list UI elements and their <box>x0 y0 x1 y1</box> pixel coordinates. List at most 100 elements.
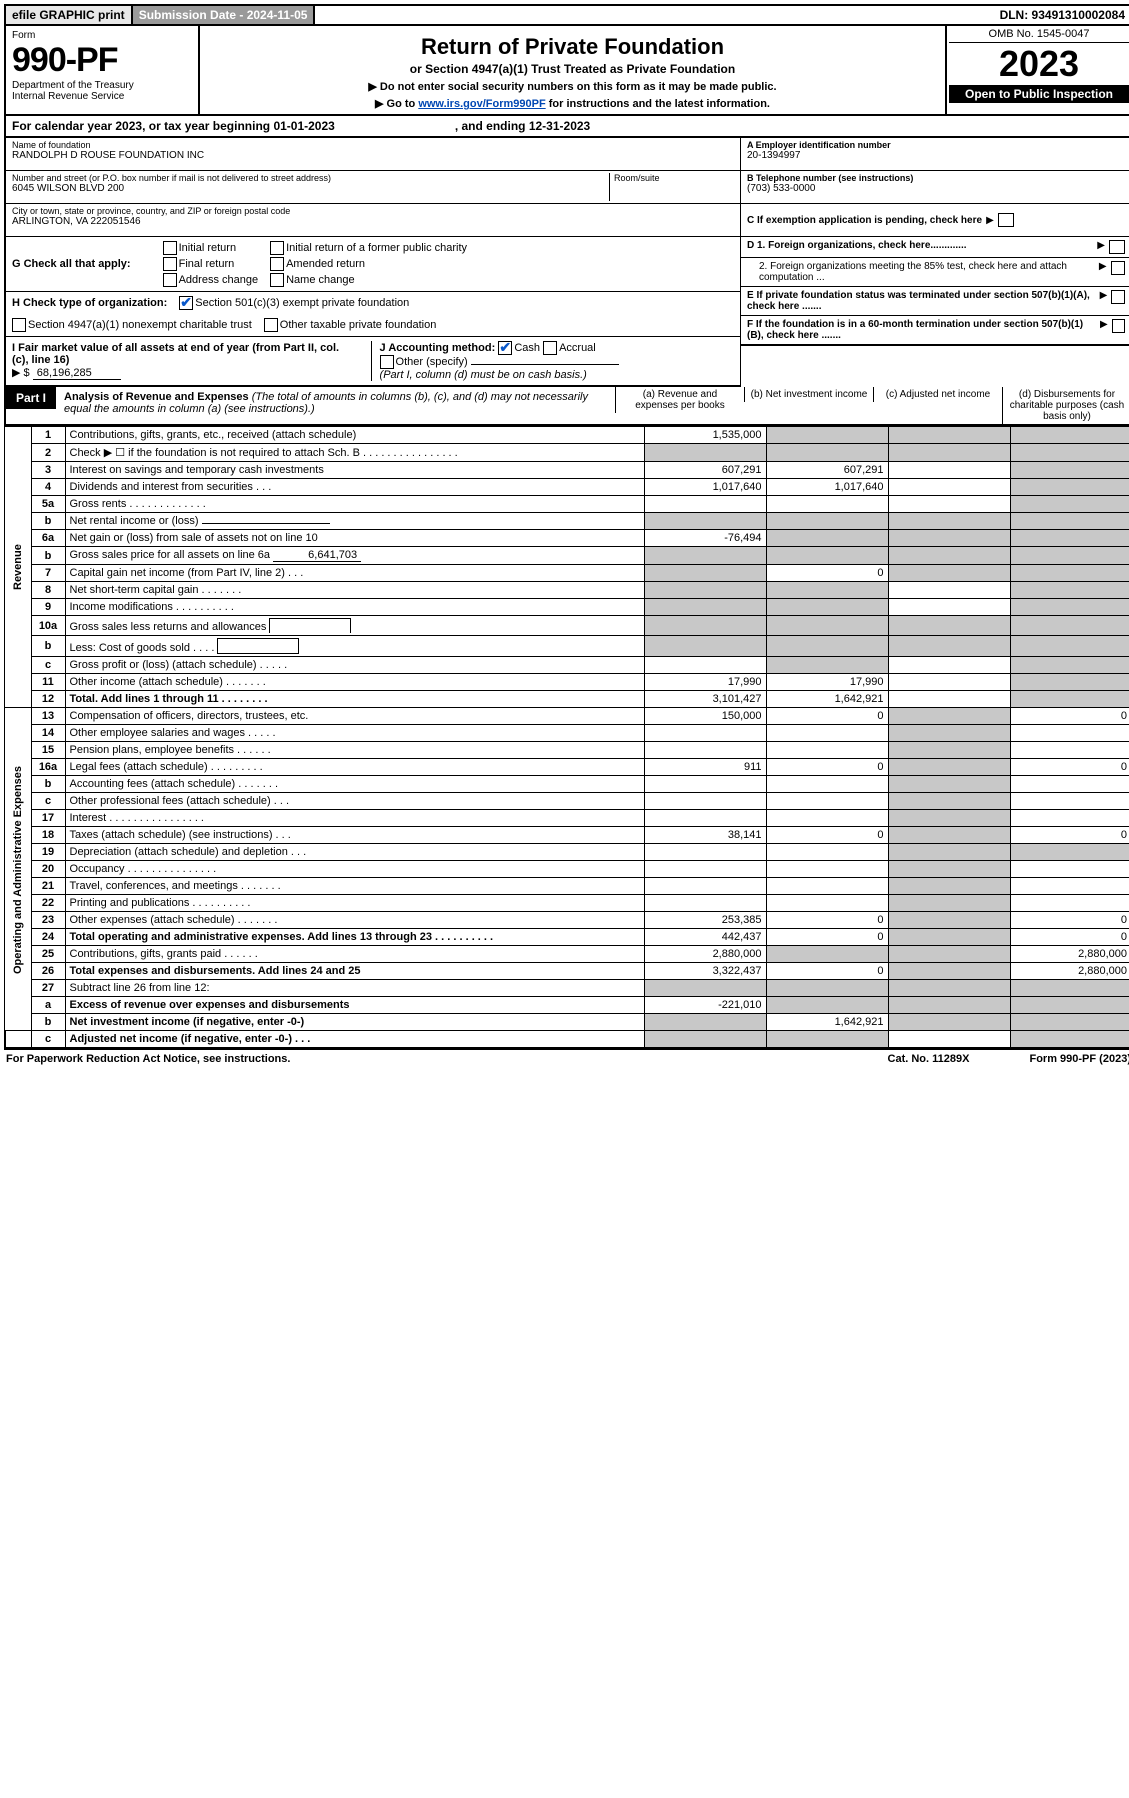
row-desc: Net rental income or (loss) <box>65 513 644 530</box>
instr2-a: ▶ Go to <box>375 98 418 110</box>
j-other-line[interactable] <box>471 364 619 365</box>
row-num: b <box>31 636 65 657</box>
row-num: 25 <box>31 946 65 963</box>
row-num: 15 <box>31 742 65 759</box>
cell-d: 0 <box>1010 759 1129 776</box>
table-row: 14Other employee salaries and wages . . … <box>5 725 1129 742</box>
j-other-checkbox[interactable] <box>380 355 394 369</box>
cell-d <box>1010 479 1129 496</box>
c-checkbox[interactable] <box>998 213 1014 227</box>
table-row: 10aGross sales less returns and allowanc… <box>5 616 1129 636</box>
i-label: I Fair market value of all assets at end… <box>12 342 339 366</box>
cell-a: 17,990 <box>644 674 766 691</box>
cell-a: 1,535,000 <box>644 427 766 444</box>
f-checkbox[interactable] <box>1112 319 1125 333</box>
foundation-name: RANDOLPH D ROUSE FOUNDATION INC <box>12 150 734 161</box>
table-row: 11Other income (attach schedule) . . . .… <box>5 674 1129 691</box>
row-desc: Pension plans, employee benefits . . . .… <box>65 742 644 759</box>
d1-checkbox[interactable] <box>1109 240 1125 254</box>
h-501c3-checkbox[interactable] <box>179 296 193 310</box>
j-cash-checkbox[interactable] <box>498 341 512 355</box>
dept-label: Department of the Treasury <box>12 80 192 91</box>
g-final-checkbox[interactable] <box>163 257 177 271</box>
top-bar: efile GRAPHIC print Submission Date - 20… <box>4 4 1129 26</box>
row-desc: Contributions, gifts, grants, etc., rece… <box>65 427 644 444</box>
table-row: Operating and Administrative Expenses 13… <box>5 708 1129 725</box>
instr-1: ▶ Do not enter social security numbers o… <box>206 80 939 93</box>
table-row: cGross profit or (loss) (attach schedule… <box>5 657 1129 674</box>
row-num: 11 <box>31 674 65 691</box>
col-d-hdr: (d) Disbursements for charitable purpose… <box>1002 387 1129 424</box>
footer-year: 2023 <box>1103 1053 1127 1065</box>
omb-number: OMB No. 1545-0047 <box>949 28 1129 43</box>
row-desc: Subtract line 26 from line 12: <box>65 980 644 997</box>
e-checkbox[interactable] <box>1111 290 1125 304</box>
row-desc: Occupancy . . . . . . . . . . . . . . . <box>65 861 644 878</box>
name-label: Name of foundation <box>12 140 734 150</box>
cell-b: 607,291 <box>766 462 888 479</box>
j-accrual-checkbox[interactable] <box>543 341 557 355</box>
row-num: 3 <box>31 462 65 479</box>
row-num: 6a <box>31 530 65 547</box>
table-row: 16aLegal fees (attach schedule) . . . . … <box>5 759 1129 776</box>
h-4947-checkbox[interactable] <box>12 318 26 332</box>
d2-checkbox[interactable] <box>1111 261 1125 275</box>
city-label: City or town, state or province, country… <box>12 206 734 216</box>
r6b-value: 6,641,703 <box>273 549 361 562</box>
foundation-name-cell: Name of foundation RANDOLPH D ROUSE FOUN… <box>6 138 740 171</box>
tax-year: 2023 <box>949 43 1129 85</box>
row-num: 26 <box>31 963 65 980</box>
table-row: cOther professional fees (attach schedul… <box>5 793 1129 810</box>
row-desc: Adjusted net income (if negative, enter … <box>65 1031 644 1049</box>
table-row: 5aGross rents . . . . . . . . . . . . . <box>5 496 1129 513</box>
form-link[interactable]: www.irs.gov/Form990PF <box>418 98 545 110</box>
cell-c <box>888 479 1010 496</box>
g-opt-final: Final return <box>179 258 235 270</box>
footer-right: Form 990-PF (2023) <box>1029 1053 1129 1065</box>
g-amended-checkbox[interactable] <box>270 257 284 271</box>
cell-b: 0 <box>766 708 888 725</box>
g-address-checkbox[interactable] <box>163 273 177 287</box>
row-desc: Total. Add lines 1 through 11 . . . . . … <box>65 691 644 708</box>
r2-text: Check ▶ ☐ if the foundation is not requi… <box>70 447 458 459</box>
efile-label[interactable]: efile GRAPHIC print <box>6 6 133 24</box>
expenses-side-label: Operating and Administrative Expenses <box>5 708 31 1031</box>
j-note: (Part I, column (d) must be on cash basi… <box>380 369 587 381</box>
street-address: 6045 WILSON BLVD 200 <box>12 183 609 194</box>
cell-a: -76,494 <box>644 530 766 547</box>
header-right: OMB No. 1545-0047 2023 Open to Public In… <box>947 26 1129 114</box>
h-other-checkbox[interactable] <box>264 318 278 332</box>
table-row: 7Capital gain net income (from Part IV, … <box>5 565 1129 582</box>
row-desc: Check ▶ ☐ if the foundation is not requi… <box>65 444 644 462</box>
i-dollar: ▶ $ <box>12 367 30 379</box>
table-row: 12Total. Add lines 1 through 11 . . . . … <box>5 691 1129 708</box>
g-initial-former-checkbox[interactable] <box>270 241 284 255</box>
r10b-text: Less: Cost of goods sold . . . . <box>70 642 215 654</box>
g-initial-checkbox[interactable] <box>163 241 177 255</box>
ein-value: 20-1394997 <box>747 150 1125 161</box>
g-opt-address: Address change <box>179 274 259 286</box>
entity-block: Name of foundation RANDOLPH D ROUSE FOUN… <box>4 138 1129 237</box>
form-label: Form <box>12 30 192 41</box>
cell-d: 0 <box>1010 708 1129 725</box>
row-desc: Dividends and interest from securities .… <box>65 479 644 496</box>
tel-cell: B Telephone number (see instructions) (7… <box>741 171 1129 204</box>
f-label: F If the foundation is in a 60-month ter… <box>747 319 1096 341</box>
row-desc: Other expenses (attach schedule) . . . .… <box>65 912 644 929</box>
row-desc: Interest on savings and temporary cash i… <box>65 462 644 479</box>
row-num: 4 <box>31 479 65 496</box>
j-cash: Cash <box>514 342 540 354</box>
row-desc: Other employee salaries and wages . . . … <box>65 725 644 742</box>
table-row: 19Depreciation (attach schedule) and dep… <box>5 844 1129 861</box>
cell-b: 0 <box>766 963 888 980</box>
g-name-checkbox[interactable] <box>270 273 284 287</box>
d2-label: 2. Foreign organizations meeting the 85%… <box>747 261 1095 283</box>
row-num: 10a <box>31 616 65 636</box>
row-desc: Printing and publications . . . . . . . … <box>65 895 644 912</box>
j-other: Other (specify) <box>396 356 468 368</box>
cell-c <box>888 427 1010 444</box>
arrow-icon <box>1096 319 1112 330</box>
irs-label: Internal Revenue Service <box>12 91 192 102</box>
table-row: bAccounting fees (attach schedule) . . .… <box>5 776 1129 793</box>
g-opt-name: Name change <box>286 274 355 286</box>
